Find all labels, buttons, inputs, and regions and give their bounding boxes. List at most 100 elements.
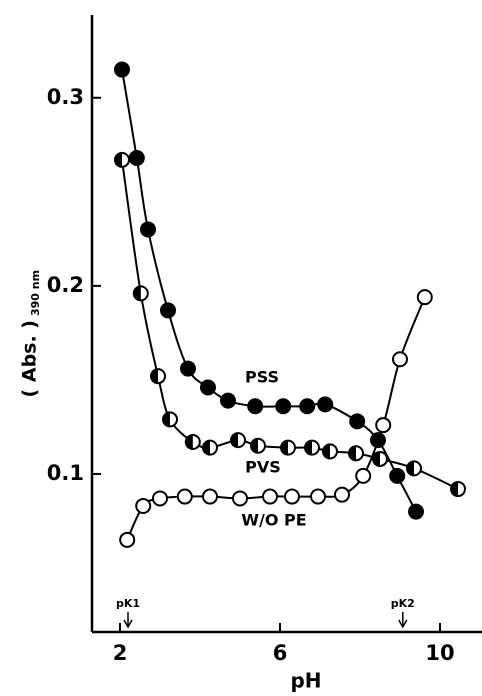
point-circle [180,360,196,377]
point-half [305,440,312,455]
x-axis-label: pH [290,669,321,693]
point [310,488,326,505]
y-axis-label-sub: 390 nm [29,270,42,316]
point [372,450,388,467]
point-circle [200,379,216,396]
pk-label: pK2 [391,597,415,610]
point-half [151,369,158,384]
point [406,460,422,477]
point [355,467,372,484]
point-circle [310,488,326,505]
point-circle [152,490,168,507]
point [160,302,176,319]
point [202,488,218,505]
point [317,396,334,413]
point-half [203,440,210,455]
point [128,149,145,166]
x-tick-label: 2 [113,641,128,665]
point-circle [334,486,350,503]
point [250,437,266,454]
point-circle [247,398,264,415]
pk-arrow [123,612,133,629]
point-circle [392,351,408,368]
point-circle [202,488,218,505]
point-circle [160,302,176,319]
point [119,531,136,548]
point [262,488,278,505]
y-tick-label: 0.2 [47,273,84,297]
point [176,488,193,505]
point-circle [140,221,156,238]
point-half [349,446,356,461]
point-half [281,440,288,455]
point [334,486,350,503]
x-tick-label: 6 [273,641,288,665]
point-half [251,438,258,453]
point-circle [135,497,152,514]
series-label: PSS [245,368,279,387]
point-circle [220,392,236,409]
point [150,368,166,385]
point [389,467,406,484]
y-tick-label: 0.3 [47,85,84,109]
point-circle [275,398,292,415]
point-half [323,444,330,459]
point [162,411,178,428]
point [140,221,156,238]
point-circle [349,413,366,430]
point-circle [389,467,406,484]
point [322,443,338,460]
point-circle [176,488,193,505]
point-circle [317,396,334,413]
point-half [115,152,122,167]
point [200,379,216,396]
point [375,417,392,434]
point-half [231,433,238,448]
point-circle [232,490,248,507]
point [230,432,246,449]
point [220,392,236,409]
point [280,439,296,456]
point-circle [119,531,136,548]
point [275,398,292,415]
pk-arrow [398,612,408,629]
point-half [185,435,193,450]
y-axis-label-group: ( Abs. ) 390 nm [19,270,43,398]
x-tick-label: 10 [425,641,454,665]
point [304,439,320,456]
point-circle [375,417,392,434]
point [152,490,168,507]
point-half [451,482,458,497]
point [135,497,152,514]
point-half [163,412,170,427]
point [408,503,424,520]
point [180,360,196,377]
point [284,488,300,505]
point-circle [262,488,278,505]
point-half [133,286,141,301]
point-circle [416,289,433,306]
point [450,481,466,498]
y-axis-label: ( Abs. ) [19,320,41,397]
point-half [407,461,414,476]
point [184,434,201,451]
y-tick-label: 0.1 [47,461,84,485]
point [416,289,433,306]
series-label: PVS [245,458,281,477]
point-circle [355,467,372,484]
point-half [373,451,380,466]
series-label: W/O PE [241,511,306,530]
pk-label: pK1 [116,597,140,610]
point-circle [299,398,316,415]
point-circle [408,503,424,520]
point [247,398,264,415]
point [132,285,149,302]
point [114,61,130,78]
point-circle [128,149,145,166]
point-circle [114,61,130,78]
point [348,445,364,462]
point [349,413,366,430]
point [114,151,130,168]
point-circle [284,488,300,505]
